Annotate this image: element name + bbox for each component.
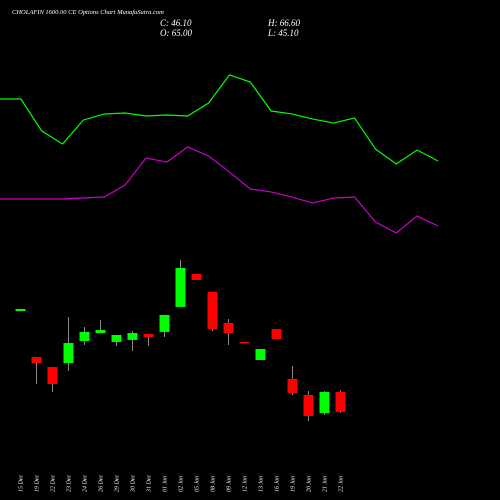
candle-body	[95, 329, 106, 333]
x-tick-label: 15 Dec	[19, 475, 25, 492]
close-label: C: 46.10	[160, 18, 192, 28]
x-tick-label: 26 Dec	[99, 475, 105, 492]
x-tick-label: 13 Jan	[259, 476, 265, 492]
high-label: H: 66.60	[267, 18, 300, 28]
x-tick-label: 22 Jan	[339, 476, 345, 492]
candle-body	[175, 267, 186, 307]
candle-body	[111, 335, 122, 342]
indicator-line	[0, 74, 439, 165]
x-tick-label: 16 Jan	[275, 476, 281, 492]
candle-body	[255, 349, 266, 360]
x-tick-label: 30 Dec	[131, 475, 137, 493]
x-tick-label: 12 Jan	[243, 476, 249, 492]
x-tick-label: 21 Jan	[323, 476, 329, 492]
candle-body	[15, 308, 26, 311]
x-tick-label: 19 Jan	[291, 476, 297, 492]
candle-body	[159, 314, 170, 332]
candle-body	[287, 378, 298, 393]
candle-body	[319, 392, 330, 414]
low-label: L: 45.10	[267, 28, 299, 38]
x-tick-label: 31 Dec	[147, 475, 153, 493]
x-tick-label: 09 Jan	[227, 476, 233, 492]
candle-body	[127, 333, 138, 340]
x-tick-label: 02 Jan	[179, 476, 185, 492]
x-tick-label: 19 Dec	[35, 475, 41, 492]
candle-body	[143, 333, 154, 338]
candle-body	[207, 291, 218, 329]
candle-body	[79, 331, 90, 342]
x-tick-label: 05 Jan	[195, 476, 201, 492]
candle-body	[223, 322, 234, 333]
candle-body	[239, 341, 250, 344]
open-label: O: 65.00	[160, 28, 192, 38]
x-tick-label: 23 Dec	[67, 475, 73, 492]
candle-body	[47, 367, 58, 385]
candle-body	[31, 357, 42, 364]
candle-body	[63, 343, 74, 364]
candle-body	[271, 328, 282, 340]
x-tick-label: 24 Dec	[82, 475, 89, 492]
x-tick-label: 29 Dec	[115, 475, 121, 492]
indicator-line	[0, 146, 439, 234]
x-tick-label: 08 Jan	[211, 476, 217, 492]
chart-title: CHOLAFIN 1600.00 CE Options Chart Munafa…	[12, 9, 164, 16]
x-tick-label: 22 Dec	[51, 475, 57, 492]
candle-body	[303, 394, 314, 416]
x-tick-label: 01 Jan	[163, 476, 169, 492]
x-tick-label: 20 Jan	[307, 476, 313, 492]
candle-body	[191, 273, 202, 280]
candle-body	[335, 392, 346, 412]
